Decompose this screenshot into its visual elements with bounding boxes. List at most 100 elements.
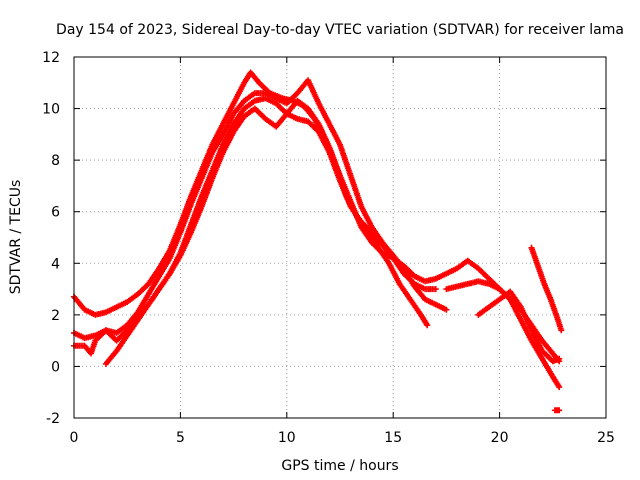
data-point: [486, 280, 501, 292]
data-point: [528, 337, 545, 361]
data-point: [464, 257, 480, 271]
data-series-track-g: [528, 244, 565, 334]
data-point: [534, 262, 547, 286]
y-tick-label: 4: [51, 256, 60, 272]
y-tick-label: 10: [42, 102, 60, 118]
data-point: [417, 311, 430, 327]
data-point: [358, 224, 374, 245]
data-point: [145, 287, 162, 308]
data-point: [166, 254, 183, 277]
data-point: [262, 90, 278, 101]
data-point: [102, 349, 119, 367]
y-tick-label: 2: [51, 308, 60, 324]
data-point: [305, 77, 321, 105]
data-point: [486, 297, 502, 311]
data-point: [209, 151, 226, 182]
data-point: [390, 255, 406, 268]
data-point: [558, 327, 565, 334]
data-point: [220, 112, 236, 138]
data-point: [134, 282, 151, 298]
data-point: [230, 114, 247, 135]
x-tick-label: 25: [597, 430, 615, 446]
data-point: [326, 144, 343, 177]
data-point: [294, 97, 310, 111]
data-point: [188, 195, 204, 228]
data-point: [385, 260, 402, 286]
data-point: [145, 274, 162, 298]
data-point: [528, 327, 545, 353]
data-point: [411, 280, 427, 292]
data-series-track-f: [475, 288, 563, 365]
data-point: [102, 305, 118, 316]
data-point: [209, 133, 225, 156]
data-point: [134, 303, 151, 323]
data-points: [71, 69, 565, 414]
data-point: [315, 100, 332, 126]
data-point: [198, 177, 215, 210]
data-point: [556, 355, 563, 362]
data-point: [305, 118, 321, 134]
y-tick-label: 12: [42, 50, 60, 66]
data-point: [539, 355, 555, 379]
data-point: [198, 151, 215, 182]
data-point: [396, 280, 413, 301]
data-point: [432, 286, 439, 293]
plot-frame: [73, 56, 607, 419]
data-point: [443, 266, 459, 277]
y-tick-label: 8: [51, 153, 60, 169]
data-point: [337, 141, 353, 177]
data-point: [156, 272, 172, 293]
x-tick-label: 20: [491, 430, 509, 446]
data-point: [517, 317, 534, 342]
data-point: [124, 318, 140, 339]
data-point: [188, 177, 204, 207]
data-point: [347, 198, 364, 229]
x-axis-label: GPS time / hours: [281, 458, 398, 474]
data-point: [556, 407, 563, 414]
data-point: [247, 69, 261, 85]
data-point: [188, 205, 204, 236]
data-point: [475, 265, 491, 281]
data-point: [358, 203, 374, 229]
data-point: [273, 112, 289, 130]
data-point: [251, 105, 268, 121]
data-point: [220, 102, 236, 127]
data-point: [326, 121, 343, 146]
data-point: [177, 231, 194, 259]
data-point: [507, 296, 523, 322]
y-tick-label: 0: [51, 359, 60, 375]
data-point: [432, 271, 448, 282]
data-point: [443, 306, 450, 313]
data-point: [407, 296, 423, 317]
data-point: [517, 304, 534, 332]
data-point: [166, 231, 183, 262]
data-point: [347, 172, 364, 208]
y-tick-label: 6: [51, 205, 60, 221]
data-point: [400, 262, 417, 278]
data-point: [113, 323, 129, 336]
data-point: [507, 288, 523, 309]
data-point: [241, 91, 257, 104]
data-point: [156, 249, 172, 272]
data-point: [124, 313, 140, 334]
y-axis-label: SDTVAR / TECUs: [8, 180, 24, 295]
data-point: [177, 202, 194, 236]
x-tick-label: 5: [176, 430, 185, 446]
data-point: [156, 256, 172, 280]
data-point: [241, 98, 257, 112]
x-tick-label: 10: [278, 430, 296, 446]
data-point: [556, 384, 563, 391]
x-tick-label: 15: [384, 430, 402, 446]
data-point: [315, 121, 332, 149]
data-point: [379, 250, 395, 261]
data-point: [230, 81, 247, 107]
data-point: [305, 105, 321, 126]
data-point: [528, 244, 541, 268]
data-point: [230, 99, 247, 117]
data-point: [81, 306, 97, 317]
data-point: [283, 91, 300, 107]
data-point: [547, 296, 560, 319]
data-point: [220, 130, 236, 156]
chart-title: Day 154 of 2023, Sidereal Day-to-day VTE…: [56, 22, 624, 38]
data-point: [400, 270, 417, 286]
